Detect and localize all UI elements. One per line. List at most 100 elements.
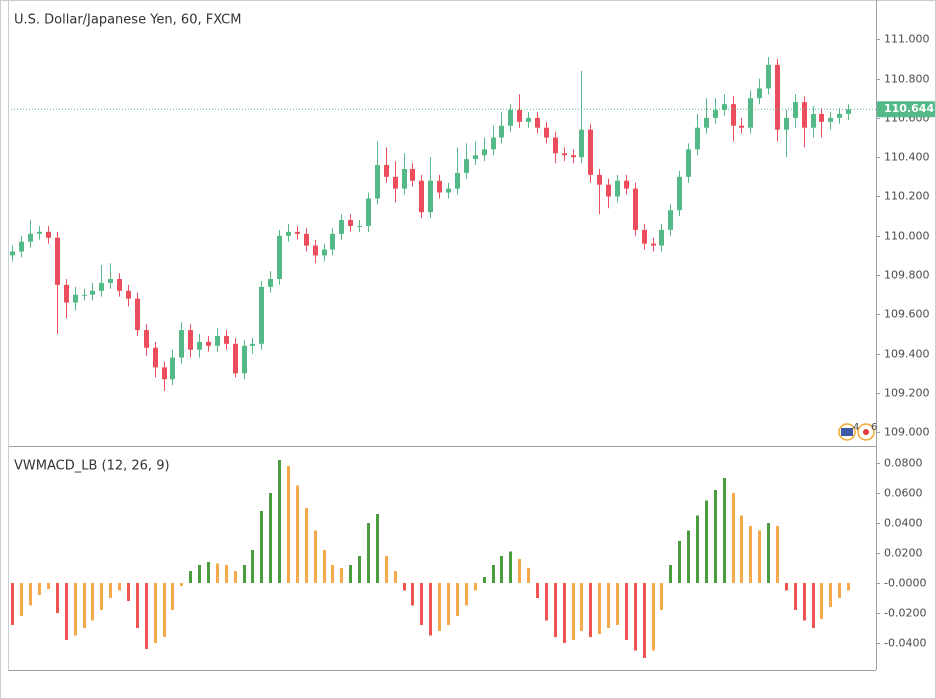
histogram-bar <box>260 511 263 583</box>
histogram-bar <box>376 514 379 583</box>
candle-body <box>544 127 549 138</box>
candle-body <box>642 229 647 244</box>
candle-body <box>322 249 327 256</box>
histogram-bar <box>296 485 299 583</box>
histogram-bar <box>572 583 575 640</box>
candle-body <box>419 180 424 213</box>
histogram-bar <box>820 583 823 619</box>
candle-body <box>713 110 718 118</box>
histogram-bar <box>829 583 832 607</box>
candle-body <box>535 117 540 128</box>
candle-body <box>73 294 78 303</box>
candle-body <box>357 225 362 227</box>
histogram-bar <box>83 583 86 628</box>
candle-body <box>339 220 344 234</box>
candle-body <box>375 165 380 199</box>
histogram-bar <box>838 583 841 598</box>
histogram-bar <box>429 583 432 636</box>
candle-body <box>402 168 407 189</box>
histogram-bar <box>474 583 477 591</box>
histogram-bar <box>527 568 530 583</box>
histogram-bar <box>847 583 850 591</box>
candle-body <box>135 298 140 331</box>
histogram-bar <box>794 583 797 610</box>
candle-body <box>55 237 60 285</box>
candle-body <box>348 220 353 226</box>
histogram-bar <box>545 583 548 621</box>
y-tick-label: 109.400 <box>884 348 930 361</box>
histogram-bar <box>589 583 592 637</box>
candle-body <box>846 109 851 114</box>
histogram-bar <box>643 583 646 658</box>
histogram-bar <box>198 565 201 583</box>
histogram-bar <box>420 583 423 625</box>
candle-body <box>384 165 389 177</box>
candle-body <box>153 347 158 368</box>
histogram-bar <box>38 583 41 595</box>
histogram-bar <box>91 583 94 621</box>
candle-body <box>206 341 211 346</box>
candle-body <box>748 98 753 128</box>
badge-count: 4 <box>853 422 859 433</box>
candle-body <box>517 110 522 122</box>
y-tick-label: 0.0200 <box>884 547 923 560</box>
candle-body <box>286 231 291 236</box>
candle-body <box>571 155 576 158</box>
candle-body <box>366 198 371 226</box>
histogram-bar <box>47 583 50 589</box>
candle-body <box>144 330 149 348</box>
histogram-bar <box>705 500 708 583</box>
candle-body <box>482 149 487 156</box>
histogram-bar <box>305 508 308 583</box>
histogram-bar <box>554 583 557 637</box>
histogram-bar <box>776 526 779 583</box>
histogram-bar <box>598 583 601 634</box>
histogram-bar <box>803 583 806 621</box>
candle-body <box>224 335 229 344</box>
candle-body <box>659 229 664 246</box>
candle-body <box>304 233 309 246</box>
histogram-bar <box>278 460 281 583</box>
histogram-bar <box>492 565 495 583</box>
candle-body <box>197 341 202 350</box>
candle-body <box>473 155 478 160</box>
histogram-bar <box>740 515 743 583</box>
candle-body <box>428 180 433 213</box>
candle-body <box>215 335 220 346</box>
histogram-bar <box>394 571 397 583</box>
y-tick-label: 109.600 <box>884 308 930 321</box>
candle-body <box>508 110 513 126</box>
candle-body <box>615 180 620 197</box>
candle-body <box>828 117 833 122</box>
histogram-bar <box>385 556 388 583</box>
candle-body <box>766 64 771 89</box>
histogram-bar <box>563 583 566 643</box>
y-tick-label: 110.400 <box>884 151 930 164</box>
y-tick-label: 0.0400 <box>884 517 923 530</box>
candle-body <box>624 180 629 189</box>
candle-body <box>10 251 15 256</box>
last-price-tag <box>877 101 935 118</box>
candle-body <box>90 290 95 295</box>
candle-body <box>588 129 593 175</box>
histogram-bar <box>367 523 370 583</box>
candle-body <box>722 104 727 111</box>
candle-body <box>46 231 51 238</box>
histogram-bar <box>438 583 441 631</box>
histogram-bar <box>518 559 521 583</box>
histogram-bar <box>287 466 290 583</box>
histogram-bar <box>669 565 672 583</box>
candle-body <box>268 278 273 287</box>
candle-body <box>117 278 122 291</box>
candle-body <box>562 153 567 156</box>
candle-body <box>793 102 798 118</box>
histogram-bar <box>652 583 655 651</box>
histogram-bar <box>20 583 23 616</box>
candle-body <box>739 125 744 128</box>
histogram-bar <box>678 541 681 583</box>
histogram-bar <box>145 583 148 649</box>
candle-body <box>811 113 816 128</box>
candle-body <box>277 235 282 279</box>
histogram-bar <box>358 556 361 583</box>
candle-body <box>837 113 842 118</box>
